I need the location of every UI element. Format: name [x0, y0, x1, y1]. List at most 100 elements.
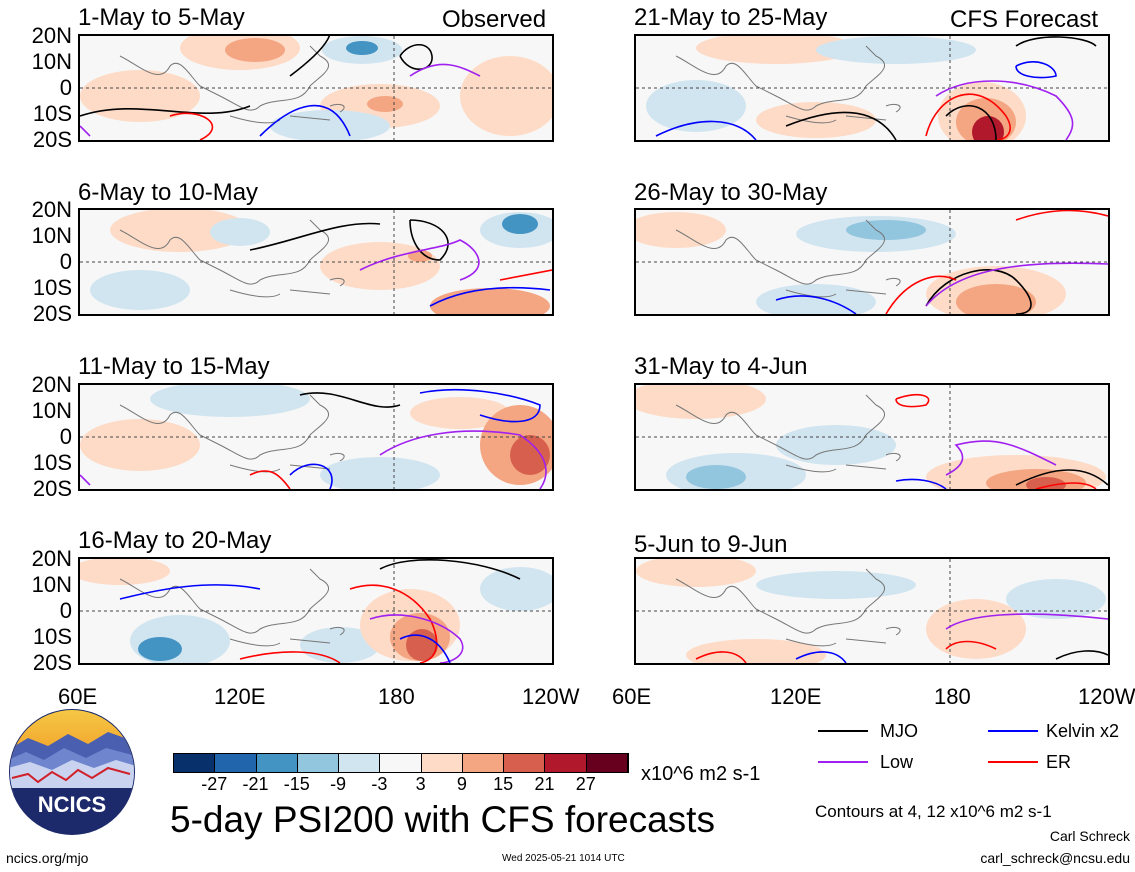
contour-line	[895, 478, 947, 489]
coastline	[675, 394, 901, 473]
lat-label: 20S	[32, 476, 72, 501]
legend-er-label: ER	[1046, 752, 1072, 772]
contour-line	[925, 262, 1108, 307]
legend-mjo-line	[818, 730, 868, 732]
anomaly-shading	[320, 457, 440, 489]
map-panel-2	[78, 208, 554, 316]
lat-label: 20N	[31, 23, 72, 48]
legend-kelvin-label: Kelvin x2	[1046, 721, 1120, 741]
colorbar-swatch	[421, 754, 463, 772]
anomaly-shading	[636, 559, 756, 587]
contour-line	[289, 36, 331, 77]
colorbar-swatch	[462, 754, 505, 772]
anomaly-shading	[1006, 579, 1106, 619]
panel-6-title: 26-May to 30-May	[634, 179, 828, 206]
colorbar-label: -9	[330, 774, 347, 794]
anomaly-shading	[270, 110, 390, 140]
contour-line	[1015, 469, 1108, 486]
lat-label: 20N	[31, 372, 72, 397]
contour-line	[409, 63, 481, 77]
colorbar-swatch	[339, 754, 381, 772]
panel-8-title: 5-Jun to 9-Jun	[634, 531, 788, 558]
lon-label-120e-left: 120E	[214, 684, 266, 709]
contour-line	[945, 640, 997, 650]
anomaly-shading	[460, 56, 552, 136]
anomaly-shading	[636, 212, 726, 248]
contour-line	[299, 392, 401, 408]
contour-line	[80, 474, 91, 486]
anomaly-shading	[636, 385, 766, 419]
coastline	[119, 219, 345, 298]
lon-label-120w-right: 120W	[1078, 686, 1135, 708]
lat-label: 10S	[32, 101, 72, 126]
contour-line	[249, 470, 291, 489]
site-link[interactable]: ncics.org/mjo	[6, 850, 89, 866]
panel-1-title: 1-May to 5-May	[78, 4, 245, 31]
contour-line	[239, 651, 341, 663]
lon-label-120e-right: 120E	[770, 684, 822, 709]
main-title: 5-day PSI200 with CFS forecasts	[170, 799, 715, 840]
legend-er-line	[988, 761, 1038, 763]
map-panel-3	[78, 383, 554, 491]
lat-label: 0	[59, 424, 72, 449]
lon-label-180-left: 180	[378, 684, 415, 709]
legend-low-line	[818, 761, 868, 763]
map-panel-4	[78, 557, 554, 665]
map-panel-7	[634, 383, 1110, 491]
anomaly-shading	[110, 210, 250, 252]
contour-line	[925, 93, 1011, 140]
legend-mjo-label: MJO	[880, 721, 918, 741]
ncics-logo: NCICS	[8, 708, 136, 836]
contour-line	[379, 559, 521, 580]
lat-label: 0	[59, 249, 72, 274]
contour-line	[379, 430, 547, 489]
lat-label: 20S	[32, 650, 72, 675]
timestamp: Wed 2025-05-21 1014 UTC	[502, 853, 625, 864]
contour-line	[935, 80, 1074, 140]
colorbar-swatch	[256, 754, 298, 772]
lat-label: 20S	[32, 301, 72, 326]
contour-line	[695, 651, 747, 663]
contour-line	[119, 584, 261, 600]
colorbar-units: x10^6 m2 s-1	[641, 763, 761, 785]
coastline	[119, 568, 345, 647]
email: carl_schreck@ncsu.edu	[980, 850, 1130, 866]
colorbar-swatch	[545, 754, 587, 772]
contour-line	[80, 105, 251, 117]
contour-line	[409, 219, 449, 261]
anomaly-shading	[150, 385, 310, 417]
anomaly-shading	[776, 425, 896, 465]
anomaly-shading	[956, 284, 1036, 314]
lon-label-60e-right: 60E	[612, 684, 652, 709]
contour-line	[359, 239, 480, 281]
panel-3-title: 11-May to 15-May	[78, 353, 270, 380]
contour-line	[499, 269, 552, 281]
contour-line	[1055, 650, 1108, 660]
anomaly-shading	[926, 599, 1026, 659]
contour-line	[785, 111, 897, 140]
anomaly-shading	[510, 435, 550, 475]
contour-line	[885, 275, 957, 314]
anomaly-shading	[225, 38, 285, 62]
map-panel-6	[634, 208, 1110, 316]
contour-line	[259, 104, 351, 137]
colorbar	[173, 753, 629, 773]
contour-line	[419, 389, 541, 423]
contour-line	[399, 634, 451, 663]
lat-label: 10S	[32, 450, 72, 475]
panel-4-title: 16-May to 20-May	[78, 527, 272, 554]
anomaly-shading	[480, 567, 552, 611]
colorbar-swatch	[174, 754, 216, 772]
colorbar-label: 15	[493, 774, 514, 794]
lat-label: 20S	[32, 127, 72, 152]
anomaly-shading	[756, 102, 876, 138]
lon-label-180-right: 180	[934, 684, 971, 709]
logo-text: NCICS	[38, 792, 106, 817]
anomaly-shading	[846, 220, 926, 240]
contour-line	[1015, 210, 1108, 221]
anomaly-shading	[210, 218, 270, 246]
lat-label: 10N	[31, 572, 72, 597]
contour-line	[369, 614, 464, 663]
colorbar-swatch	[586, 754, 628, 772]
anomaly-shading	[686, 465, 746, 489]
